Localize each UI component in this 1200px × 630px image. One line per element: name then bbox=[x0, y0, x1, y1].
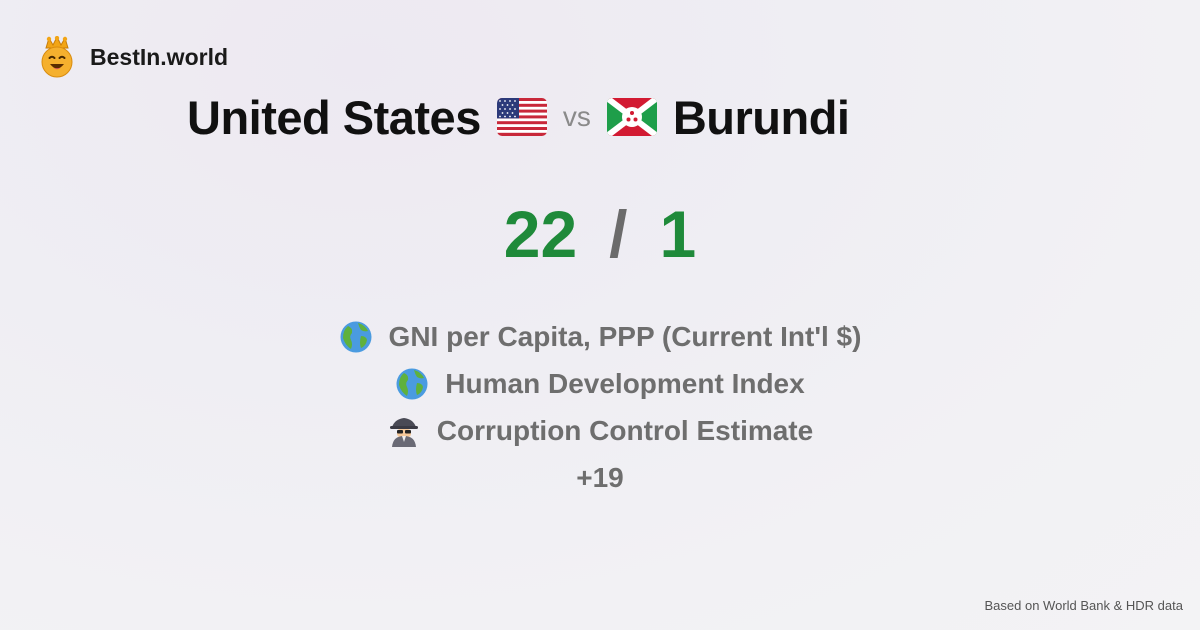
metric-item: GNI per Capita, PPP (Current Int'l $) bbox=[0, 313, 1200, 360]
metrics-list: GNI per Capita, PPP (Current Int'l $) Hu… bbox=[0, 313, 1200, 501]
vs-label: vs bbox=[562, 101, 591, 132]
metric-label: Human Development Index bbox=[445, 367, 805, 399]
detective-icon bbox=[387, 414, 421, 448]
crown-smiley-icon bbox=[38, 35, 76, 78]
score-b: 1 bbox=[659, 197, 697, 271]
us-flag-icon bbox=[496, 98, 547, 136]
country-a-name: United States bbox=[187, 90, 481, 144]
country-b-name: Burundi bbox=[672, 90, 850, 144]
globe-icon bbox=[395, 367, 429, 401]
score: 22 / 1 bbox=[0, 196, 1200, 272]
metric-item: Corruption Control Estimate bbox=[0, 407, 1200, 454]
page-title: United States bbox=[187, 85, 850, 149]
score-separator: / bbox=[609, 197, 628, 271]
brand[interactable]: BestIn.world bbox=[38, 35, 229, 78]
globe-icon bbox=[339, 320, 373, 354]
metric-label: GNI per Capita, PPP (Current Int'l $) bbox=[388, 320, 862, 352]
more-metrics-count[interactable]: +19 bbox=[576, 462, 624, 493]
burundi-flag-icon bbox=[606, 98, 657, 136]
data-source-note: Based on World Bank & HDR data bbox=[984, 598, 1183, 613]
metric-label: Corruption Control Estimate bbox=[436, 414, 814, 446]
metric-item: Human Development Index bbox=[0, 360, 1200, 407]
score-a: 22 bbox=[503, 197, 578, 271]
brand-name: BestIn.world bbox=[90, 43, 229, 70]
